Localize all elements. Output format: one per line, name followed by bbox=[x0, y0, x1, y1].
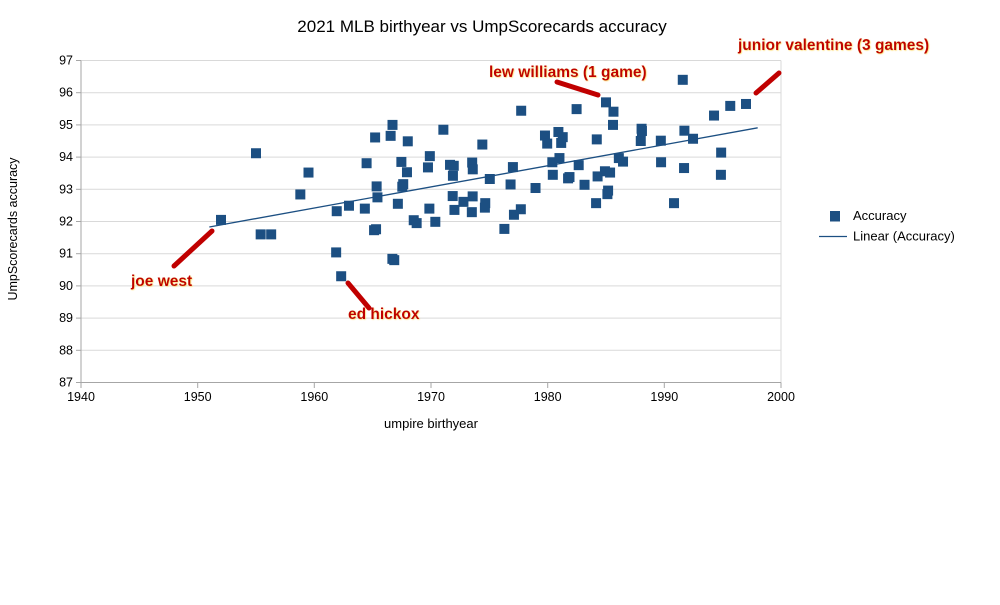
svg-text:Accuracy: Accuracy bbox=[853, 208, 907, 223]
svg-text:2000: 2000 bbox=[767, 390, 795, 404]
svg-text:87: 87 bbox=[59, 376, 73, 390]
svg-text:1940: 1940 bbox=[67, 390, 95, 404]
svg-text:Linear (Accuracy): Linear (Accuracy) bbox=[853, 229, 955, 244]
svg-text:lew williams (1 game): lew williams (1 game) bbox=[489, 64, 647, 81]
svg-text:1950: 1950 bbox=[184, 390, 212, 404]
svg-text:junior valentine (3 games): junior valentine (3 games) bbox=[737, 37, 929, 54]
svg-text:1960: 1960 bbox=[300, 390, 328, 404]
svg-text:93: 93 bbox=[59, 182, 73, 196]
svg-text:1980: 1980 bbox=[534, 390, 562, 404]
svg-text:94: 94 bbox=[59, 150, 73, 164]
svg-text:92: 92 bbox=[59, 215, 73, 229]
svg-text:1970: 1970 bbox=[417, 390, 445, 404]
svg-text:UmpScorecards accuracy: UmpScorecards accuracy bbox=[6, 157, 20, 301]
svg-text:91: 91 bbox=[59, 247, 73, 261]
svg-text:96: 96 bbox=[59, 86, 73, 100]
svg-text:95: 95 bbox=[59, 118, 73, 132]
svg-text:2021 MLB birthyear vs UmpScore: 2021 MLB birthyear vs UmpScorecards accu… bbox=[297, 17, 667, 36]
svg-text:joe west: joe west bbox=[130, 273, 192, 290]
svg-text:1990: 1990 bbox=[650, 390, 678, 404]
svg-text:88: 88 bbox=[59, 343, 73, 357]
svg-text:97: 97 bbox=[59, 54, 73, 68]
svg-text:ed hickox: ed hickox bbox=[348, 306, 420, 323]
svg-text:89: 89 bbox=[59, 311, 73, 325]
svg-text:umpire birthyear: umpire birthyear bbox=[384, 416, 479, 431]
svg-text:90: 90 bbox=[59, 279, 73, 293]
